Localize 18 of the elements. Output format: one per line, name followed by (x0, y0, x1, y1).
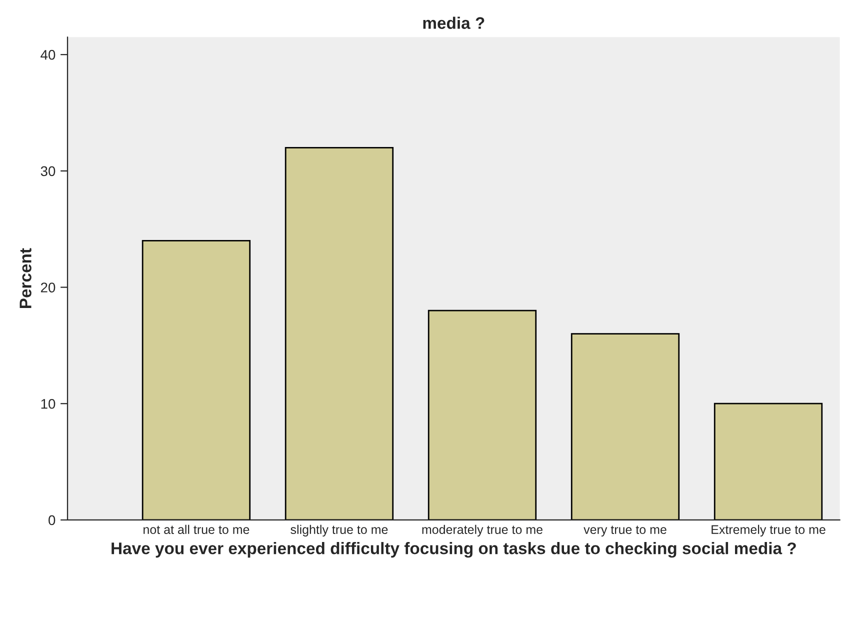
bar (714, 402, 823, 520)
x-tick-label: Extremely true to me (712, 524, 826, 536)
chart-title: media ? (423, 16, 484, 29)
x-tick-label: slightly true to me (290, 524, 388, 536)
bar (428, 310, 537, 520)
bar (142, 240, 251, 520)
y-tick-label: 40 (40, 50, 56, 60)
y-tick-label: 20 (40, 282, 56, 292)
y-tick-label: 10 (41, 398, 56, 409)
y-tick-label: 30 (40, 166, 56, 176)
x-axis-title: Have you ever experienced difficulty focusing on tasks due to checking social media ? (112, 542, 796, 558)
x-tick-label: not at all true to me (144, 524, 250, 534)
x-tick-label: very true to me (584, 526, 666, 536)
bar (570, 333, 680, 520)
bar (284, 146, 394, 520)
y-tick-label: 0 (48, 515, 56, 526)
y-axis-title: Percent (20, 248, 32, 308)
x-tick-label: moderately true to me (422, 524, 542, 536)
